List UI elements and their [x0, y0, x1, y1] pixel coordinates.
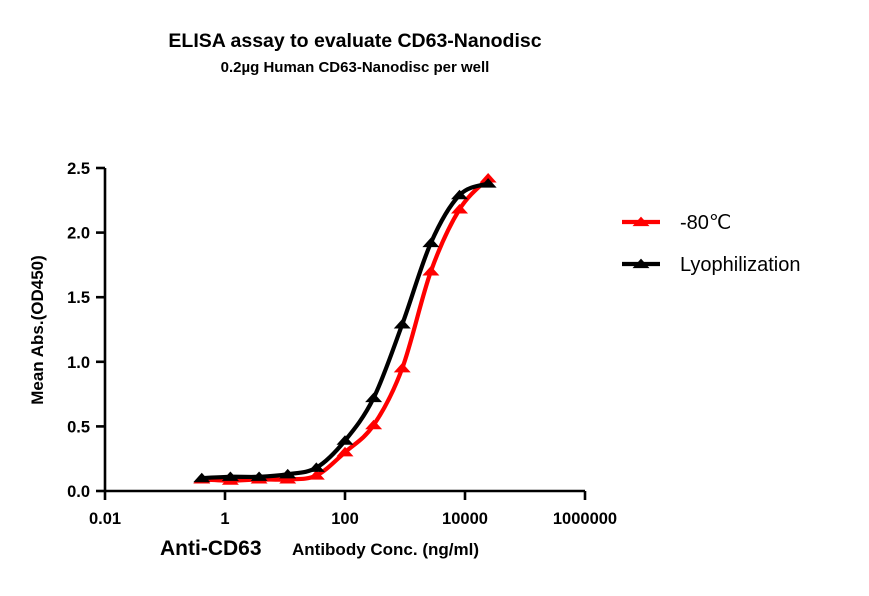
legend: -80℃ Lyophilization — [622, 212, 800, 276]
x-tick-label: 10000 — [442, 510, 488, 528]
y-tick-label: 2.0 — [67, 225, 90, 243]
data-point-marker — [279, 474, 297, 484]
y-tick-label: 2.5 — [67, 160, 90, 178]
data-point-marker — [365, 392, 383, 403]
data-point-marker — [479, 173, 497, 183]
x-axis-label-emphasis: Anti-CD63 — [160, 537, 262, 560]
y-tick-label: 1.0 — [67, 354, 90, 372]
chart-title: ELISA assay to evaluate CD63-Nanodisc — [168, 30, 541, 52]
series-lyophilization — [193, 178, 497, 483]
y-axis-label: Mean Abs.(OD450) — [28, 255, 47, 405]
x-tick-labels: 0.01 1 100 10000 1000000 — [89, 510, 617, 528]
legend-item[interactable]: Lyophilization — [622, 254, 800, 276]
legend-label: Lyophilization — [680, 254, 800, 276]
x-tick-label: 100 — [331, 510, 359, 528]
axes — [96, 166, 587, 500]
data-point-marker — [250, 471, 268, 481]
y-tick-label: 1.5 — [67, 289, 90, 307]
legend-marker-icon — [632, 216, 650, 227]
data-point-marker — [479, 178, 497, 188]
data-point-marker — [451, 204, 469, 214]
y-tick-label: 0.5 — [67, 418, 90, 436]
data-point-marker — [193, 472, 211, 483]
data-point-marker — [393, 362, 411, 373]
data-point-marker — [336, 435, 354, 445]
data-point-marker — [307, 462, 325, 472]
chart-subtitle: 0.2µg Human CD63-Nanodisc per well — [221, 59, 490, 76]
legend-marker-icon — [632, 258, 650, 269]
data-point-marker — [336, 446, 354, 457]
x-tick-label: 1000000 — [553, 510, 617, 528]
legend-label: -80℃ — [680, 212, 731, 234]
data-point-marker — [221, 471, 239, 481]
data-point-marker — [279, 468, 297, 479]
y-tick-labels: 0.0 0.5 1.0 1.5 2.0 2.5 — [67, 160, 90, 501]
data-point-marker — [365, 419, 383, 430]
data-point-marker — [393, 319, 411, 329]
data-point-marker — [307, 470, 325, 480]
x-axis-label-rest: Antibody Conc. (ng/ml) — [292, 540, 479, 559]
plot-area — [193, 173, 497, 485]
x-tick-label: 0.01 — [89, 510, 121, 528]
legend-item[interactable]: -80℃ — [622, 212, 731, 234]
data-point-marker — [422, 237, 440, 248]
y-tick-label: 0.0 — [67, 483, 90, 501]
data-point-marker — [422, 266, 440, 276]
data-point-marker — [451, 189, 469, 200]
x-tick-label: 1 — [220, 510, 229, 528]
